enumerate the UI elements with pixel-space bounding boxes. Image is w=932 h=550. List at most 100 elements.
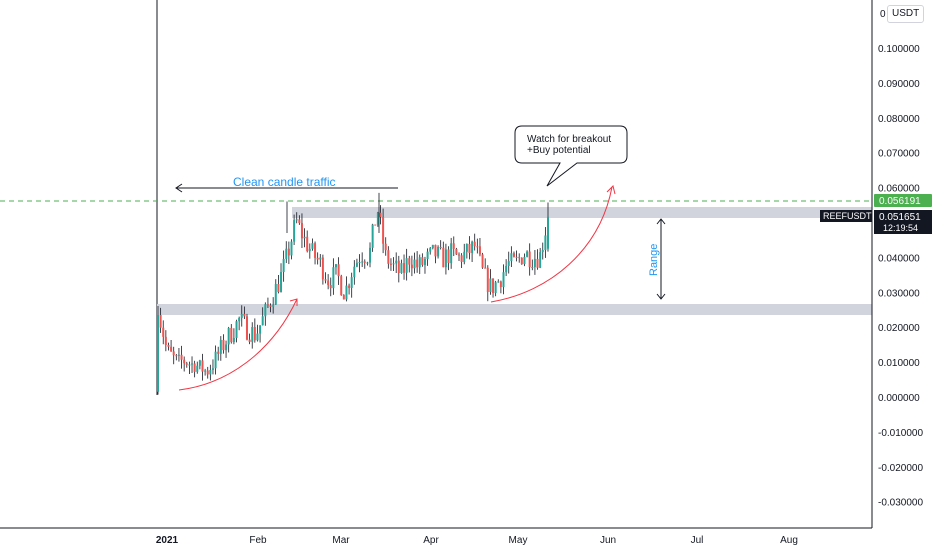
range-arrow-head-bottom [656, 293, 666, 300]
candle-down [408, 258, 411, 265]
candle-down [481, 254, 484, 268]
candle-down [528, 251, 531, 268]
candle-up [544, 235, 547, 250]
candle-up [303, 236, 306, 239]
last-price-badge [874, 210, 932, 234]
traffic-annotation: Clean candle traffic [175, 175, 398, 193]
candle-up [274, 284, 277, 305]
price-tick: 0.000000 [878, 393, 920, 404]
candle-down [476, 246, 479, 248]
candle-down [499, 281, 502, 288]
candle-up [256, 333, 259, 341]
candle-up [232, 337, 235, 343]
time-tick: Feb [249, 535, 267, 546]
candle-down [269, 305, 272, 307]
candle-up [489, 278, 492, 292]
growth-curves [178, 185, 616, 391]
range-arrow-head-top [656, 218, 666, 225]
candle-down [170, 346, 173, 352]
price-axis[interactable]: 0 0.100000 0.090000 0.080000 0.070000 0.0600… [878, 9, 923, 509]
candle-up [358, 262, 361, 264]
candle-down [298, 219, 301, 223]
candle-down [484, 267, 487, 269]
price-tick: -0.020000 [878, 463, 923, 474]
candle-down [167, 344, 170, 347]
candle-up [429, 248, 432, 252]
candle-down [536, 258, 539, 268]
candle-down [379, 212, 382, 217]
candle-up [523, 256, 526, 265]
candle-up [465, 243, 468, 252]
candle-down [248, 339, 251, 342]
candle-up [280, 272, 283, 293]
candle-up [526, 251, 529, 257]
candle-down [306, 236, 309, 252]
candle-down [185, 363, 188, 365]
candle-up [426, 251, 429, 260]
candle-up [361, 261, 364, 263]
candle-down [410, 264, 413, 269]
candle-down [374, 224, 377, 226]
candle-down [321, 257, 324, 280]
candle-down [277, 284, 280, 293]
candle-down [363, 261, 366, 263]
range-annotation: Range [648, 218, 666, 300]
candle-up [238, 317, 241, 322]
candle-down [455, 248, 458, 255]
candle-up [505, 265, 508, 273]
candle-down [340, 276, 343, 296]
candle-up [450, 243, 453, 264]
candle-up [285, 248, 288, 259]
candle-up [282, 258, 285, 273]
candle-down [520, 257, 523, 265]
supply-zone [292, 207, 872, 218]
candle-up [392, 263, 395, 265]
candle-down [201, 360, 204, 372]
time-tick: Mar [332, 535, 350, 546]
candle-up [494, 282, 497, 294]
candle-down [434, 244, 437, 257]
candle-down [403, 263, 406, 273]
candle-up [547, 216, 549, 249]
time-tick: May [509, 535, 528, 546]
candle-down [416, 259, 419, 268]
candle-up [444, 249, 447, 268]
candle-down [316, 257, 319, 260]
candle-down [245, 316, 248, 340]
range-label: Range [648, 244, 660, 276]
currency-badge[interactable]: USDT [887, 5, 925, 23]
candlestick-series [157, 192, 549, 395]
time-tick: Jul [691, 535, 704, 546]
candle-down [314, 243, 317, 258]
candle-down [183, 359, 186, 364]
candle-down [327, 280, 330, 286]
candle-up [235, 321, 238, 338]
candle-up [437, 246, 440, 257]
candle-up [431, 244, 434, 249]
candle-down [180, 354, 183, 360]
candle-down [468, 243, 471, 253]
candle-up [214, 351, 217, 369]
candle-up [311, 243, 314, 249]
curve-right [490, 186, 613, 303]
candle-up [471, 241, 474, 253]
traffic-arrow-head [175, 183, 183, 193]
candle-up [418, 257, 421, 268]
traffic-label: Clean candle traffic [233, 175, 336, 189]
price-tick: 0.030000 [878, 288, 920, 299]
time-tick: Jun [600, 535, 616, 546]
curve-left-head [289, 298, 298, 306]
candle-down [515, 256, 518, 258]
candle-up [177, 354, 180, 356]
price-tick: 0.060000 [878, 184, 920, 195]
candle-up [369, 247, 372, 263]
candle-down [324, 279, 327, 281]
candle-down [389, 263, 392, 265]
candle-down [439, 246, 442, 248]
candle-up [198, 360, 201, 366]
candle-up [423, 259, 426, 265]
time-axis[interactable]: 2021 Feb Mar Apr May Jun Jul Aug [156, 535, 798, 546]
price-tick: 0.100000 [878, 44, 920, 55]
candle-down [266, 304, 269, 306]
